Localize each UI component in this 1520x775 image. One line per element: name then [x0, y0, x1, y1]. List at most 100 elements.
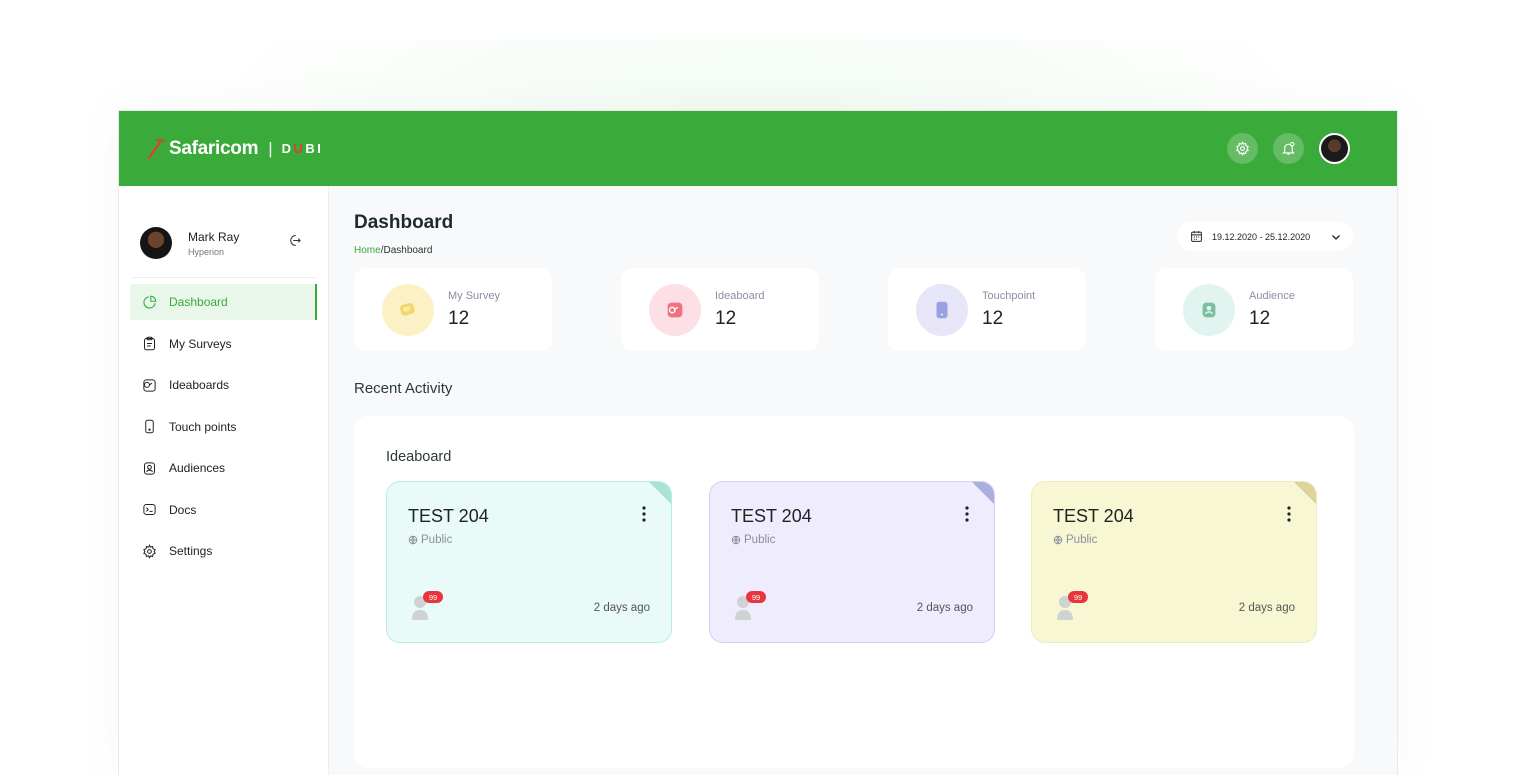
stat-card-audience[interactable]: Audience 12 [1155, 268, 1353, 351]
stat-label: My Survey [448, 289, 500, 302]
brand-logo[interactable]: Safaricom | DUBI [147, 138, 323, 160]
sidebar-item-my-surveys[interactable]: My Surveys [130, 326, 317, 362]
profile-name: Mark Ray [188, 229, 240, 244]
stats-row: My Survey 12 Ideaboard 12 Touchpoint [354, 268, 1354, 351]
settings-button[interactable] [1227, 133, 1258, 164]
card-corner-fold [1294, 482, 1316, 504]
stat-label: Audience [1249, 289, 1295, 302]
stat-value: 12 [448, 307, 470, 329]
ideaboard-icon [143, 378, 156, 392]
phone-icon [145, 419, 154, 434]
stat-card-touchpoint[interactable]: Touchpoint 12 [888, 268, 1086, 351]
stat-value: 12 [715, 307, 737, 329]
sidebar: Mark Ray Hyperion Dashboard My Surveys [119, 186, 329, 775]
profile-org: Hyperion [188, 246, 225, 257]
breadcrumb: Home/Dashboard [354, 245, 432, 256]
visibility-text: Public [1066, 534, 1098, 546]
survey-icon [382, 283, 434, 336]
stat-label: Touchpoint [982, 289, 1036, 302]
user-avatar[interactable] [1319, 133, 1350, 164]
user-profile: Mark Ray Hyperion [119, 186, 328, 266]
visibility-label: Public [731, 534, 775, 546]
product-name: DUBI [282, 141, 324, 156]
sidebar-item-audiences[interactable]: Audiences [130, 450, 317, 486]
card-timestamp: 2 days ago [593, 602, 650, 614]
sidebar-item-label: Touch points [169, 419, 237, 434]
sidebar-item-ideaboards[interactable]: Ideaboards [130, 367, 317, 403]
date-range-text: 19.12.2020 - 25.12.2020 [1212, 231, 1311, 242]
sidebar-item-touch-points[interactable]: Touch points [130, 409, 317, 445]
notification-badge: 99 [1068, 591, 1088, 603]
card-title: TEST 204 [408, 506, 489, 526]
visibility-label: Public [1053, 534, 1097, 546]
more-options-icon[interactable] [642, 506, 646, 527]
clipboard-icon [144, 336, 155, 351]
notification-icon [1282, 142, 1295, 155]
main-content: Dashboard Home/Dashboard 19.12.2020 - 25… [354, 186, 1354, 775]
more-options-icon[interactable] [1287, 506, 1291, 527]
recent-activity-panel: Ideaboard TEST 204 Public 99 2 days ago [354, 416, 1354, 768]
audience-icon [1183, 283, 1235, 336]
globe-icon [731, 535, 741, 545]
avatar [732, 594, 754, 620]
app-window: Safaricom | DUBI [118, 110, 1398, 775]
divider [131, 277, 316, 278]
ideaboard-card[interactable]: TEST 204 Public 99 2 days ago [1031, 481, 1317, 643]
sidebar-item-label: My Surveys [169, 336, 232, 351]
brand-name: Safaricom [169, 137, 259, 159]
sidebar-item-settings[interactable]: Settings [130, 533, 317, 569]
card-title: TEST 204 [731, 506, 812, 526]
pie-chart-icon [143, 295, 157, 309]
globe-icon [1053, 535, 1063, 545]
sidebar-item-label: Docs [169, 502, 197, 517]
visibility-label: Public [408, 534, 452, 546]
sidebar-item-label: Dashboard [169, 295, 228, 309]
sidebar-item-dashboard[interactable]: Dashboard [130, 284, 317, 320]
stat-value: 12 [982, 307, 1004, 329]
stat-value: 12 [1249, 307, 1271, 329]
ideaboard-card[interactable]: TEST 204 Public 99 2 days ago [386, 481, 672, 643]
notifications-button[interactable] [1273, 133, 1304, 164]
more-options-icon[interactable] [965, 506, 969, 527]
calendar-icon [1191, 231, 1202, 242]
card-timestamp: 2 days ago [1238, 602, 1295, 614]
notification-badge: 99 [423, 591, 443, 603]
sidebar-item-label: Settings [169, 544, 213, 558]
tablet-icon [916, 283, 968, 336]
card-timestamp: 2 days ago [916, 602, 973, 614]
product-name-accent: U [293, 141, 306, 156]
page-title: Dashboard [354, 212, 454, 233]
breadcrumb-separator: / [380, 245, 384, 256]
ideaboard-section-title: Ideaboard [386, 449, 452, 465]
avatar[interactable] [140, 227, 172, 259]
product-name-suffix: BI [305, 141, 324, 156]
sidebar-item-label: Ideaboards [169, 378, 230, 392]
visibility-text: Public [421, 534, 453, 546]
ideaboard-icon [649, 283, 701, 336]
visibility-text: Public [744, 534, 776, 546]
logout-icon[interactable] [287, 233, 302, 253]
breadcrumb-current: Dashboard [383, 245, 433, 256]
stat-card-ideaboard[interactable]: Ideaboard 12 [621, 268, 819, 351]
terminal-icon [143, 504, 156, 515]
brand-separator: | [268, 138, 273, 158]
gear-icon [143, 543, 156, 559]
top-bar: Safaricom | DUBI [119, 111, 1397, 186]
card-title: TEST 204 [1053, 506, 1134, 526]
product-name-prefix: D [281, 141, 294, 156]
audience-icon [144, 461, 155, 475]
header-actions [1227, 133, 1350, 164]
stat-label: Ideaboard [715, 289, 765, 302]
settings-icon [1236, 141, 1249, 156]
card-corner-fold [649, 482, 671, 504]
ideaboard-card[interactable]: TEST 204 Public 99 2 days ago [709, 481, 995, 643]
sidebar-item-label: Audiences [169, 461, 226, 475]
safaricom-logo-icon [147, 138, 167, 160]
chevron-down-icon [1332, 234, 1340, 240]
globe-icon [408, 535, 418, 545]
card-corner-fold [972, 482, 994, 504]
stat-card-my-survey[interactable]: My Survey 12 [354, 268, 552, 351]
breadcrumb-home-link[interactable]: Home [354, 245, 381, 256]
sidebar-item-docs[interactable]: Docs [130, 492, 317, 528]
date-range-picker[interactable]: 19.12.2020 - 25.12.2020 [1177, 222, 1353, 251]
